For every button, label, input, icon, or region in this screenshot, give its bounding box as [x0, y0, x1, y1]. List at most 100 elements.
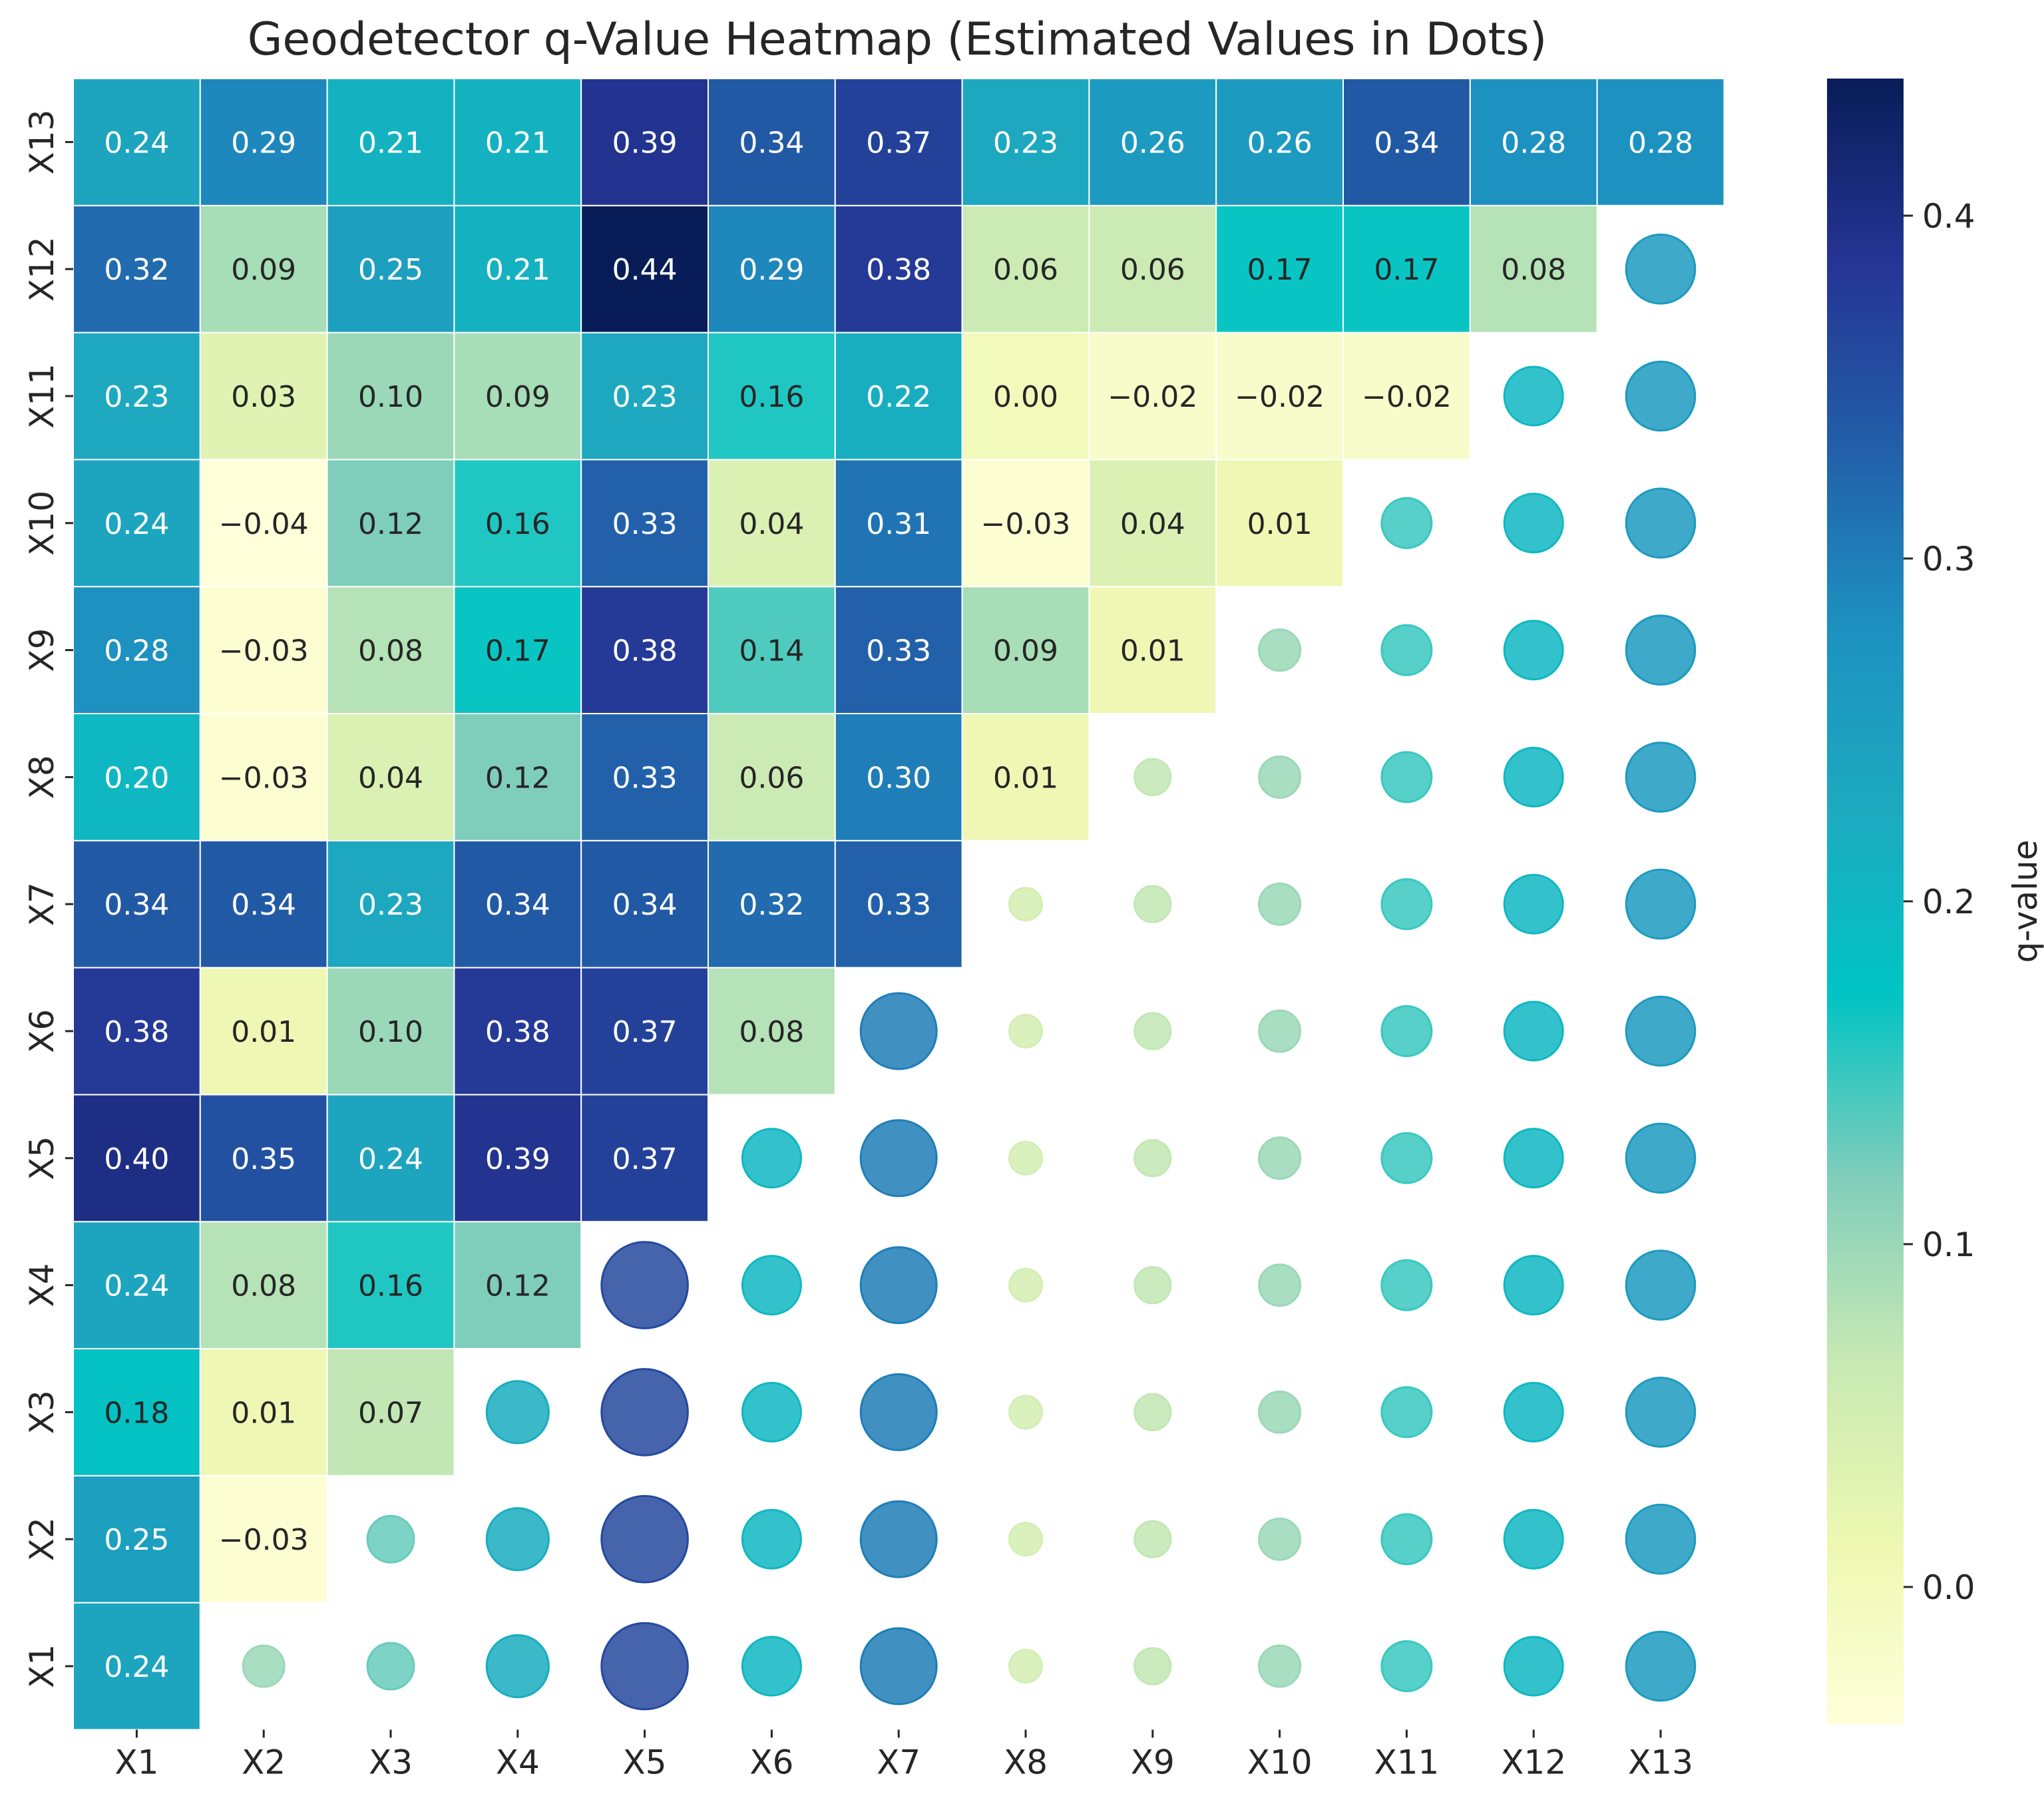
heatmap-cells: 0.24 0.25 −0.03 0.18 0.01 0.07 0.24 0.08 0.16 0.1… [73, 78, 1725, 1731]
cell-value-label: 0.23 [612, 380, 678, 414]
colorbar-tick-label: 0.4 [1922, 197, 1975, 236]
cell-value-label: 0.37 [612, 1015, 678, 1049]
estimate-dot [1625, 614, 1697, 686]
cell-value-label: 0.38 [612, 634, 678, 668]
cell-value-label: 0.08 [231, 1269, 296, 1303]
heatmap-cell [73, 713, 201, 841]
y-tick-label: X10 [23, 491, 61, 556]
estimate-dot [600, 1622, 689, 1711]
cell-value-label: 0.06 [1120, 253, 1185, 287]
estimate-dot [1503, 1508, 1564, 1570]
heatmap-cell [199, 586, 328, 715]
estimate-dot [1503, 1381, 1564, 1443]
estimate-dot [1380, 1005, 1433, 1057]
estimate-dot [741, 1508, 802, 1570]
y-tick-label: X1 [23, 1644, 61, 1688]
estimate-dot [1503, 746, 1564, 807]
estimate-dot [1625, 1503, 1697, 1575]
estimate-dot [1133, 1266, 1172, 1305]
cell-value-label: 0.30 [866, 761, 931, 795]
cell-value-label: 0.25 [104, 1523, 169, 1557]
estimate-dot [859, 1119, 938, 1198]
cell-value-label: 0.17 [1374, 253, 1439, 287]
cell-value-label: 0.24 [104, 1650, 169, 1684]
heatmap-cell [326, 78, 455, 206]
heatmap-cell [199, 1221, 328, 1349]
cell-value-label: −0.03 [981, 507, 1071, 541]
cell-value-label: −0.02 [1362, 380, 1452, 414]
heatmap-cell [1469, 78, 1598, 206]
cell-value-label: 0.08 [358, 634, 423, 668]
cell-value-label: 0.28 [104, 634, 169, 668]
cell-value-label: 0.39 [485, 1142, 550, 1176]
cell-value-label: 0.21 [485, 126, 550, 160]
colorbar: 0.0 0.1 0.2 0.3 0.4 q-value [1827, 79, 2044, 1724]
estimate-dot [741, 1636, 802, 1697]
cell-value-label: 0.01 [231, 1396, 296, 1430]
heatmap-cell [453, 1221, 582, 1349]
estimate-dot [1380, 497, 1433, 549]
heatmap-cell [453, 332, 582, 461]
cell-value-label: 0.09 [231, 253, 296, 287]
estimate-dot [600, 1368, 689, 1457]
heatmap-cell [73, 967, 201, 1096]
cell-value-label: 0.12 [485, 1269, 550, 1303]
cell-value-label: 0.06 [993, 253, 1058, 287]
y-tick-label: X3 [23, 1390, 61, 1434]
cell-value-label: 0.34 [1374, 126, 1439, 160]
cell-value-label: 0.29 [231, 126, 296, 160]
heatmap-cell [326, 1221, 455, 1349]
estimate-dot [1503, 1636, 1564, 1697]
estimate-dot [1258, 1390, 1302, 1434]
cell-value-label: 0.40 [104, 1142, 169, 1176]
cell-value-label: 0.33 [866, 634, 931, 668]
estimate-dot [1625, 1249, 1697, 1321]
estimate-dot [1380, 1640, 1433, 1692]
cell-value-label: 0.21 [485, 253, 550, 287]
estimate-dot [741, 1255, 802, 1316]
cell-value-label: 0.10 [358, 1015, 423, 1049]
x-tick-label: X11 [1374, 1743, 1439, 1781]
heatmap-cell [199, 839, 328, 969]
cell-value-label: 0.21 [358, 126, 423, 160]
heatmap-cell [580, 459, 710, 588]
estimate-dot [1133, 1647, 1172, 1685]
heatmap-cell [1342, 204, 1471, 334]
y-tick-label: X8 [23, 755, 61, 799]
estimate-dot [600, 1241, 689, 1329]
y-tick-label: X7 [23, 882, 61, 926]
cell-value-label: 0.34 [739, 126, 804, 160]
estimate-dot [1625, 742, 1697, 813]
heatmap-cell [961, 459, 1090, 588]
heatmap-cell [1342, 332, 1471, 461]
estimate-dot [859, 1627, 938, 1705]
heatmap-cell [73, 78, 201, 206]
heatmap-cell [326, 1348, 455, 1476]
estimate-dot [1008, 887, 1043, 922]
cell-value-label: 0.14 [739, 634, 804, 668]
cell-value-label: 0.38 [866, 253, 931, 287]
y-tick-label: X6 [23, 1009, 61, 1053]
heatmap-cell [708, 967, 836, 1096]
estimate-dot [1133, 1393, 1172, 1431]
heatmap-cell [326, 332, 455, 461]
estimate-dot [600, 1494, 689, 1584]
cell-value-label: 0.18 [104, 1396, 169, 1430]
cell-value-label: 0.25 [358, 253, 423, 287]
cell-value-label: 0.34 [612, 888, 678, 922]
estimate-dot [485, 1634, 550, 1699]
heatmap-cell [73, 1094, 201, 1223]
cell-value-label: 0.33 [612, 761, 678, 795]
cell-value-label: 0.28 [1501, 126, 1566, 160]
cell-value-label: 0.04 [358, 761, 423, 795]
x-tick-label: X12 [1501, 1743, 1566, 1781]
heatmap-cell [708, 332, 836, 461]
y-tick-label: X2 [23, 1517, 61, 1561]
heatmap-cell [1469, 204, 1598, 334]
cell-value-label: 0.38 [485, 1015, 550, 1049]
y-tick-label: X4 [23, 1263, 61, 1307]
cell-value-label: 0.06 [739, 761, 804, 795]
heatmap-cell [1596, 78, 1725, 206]
cell-value-label: 0.38 [104, 1015, 169, 1049]
heatmap-cell [199, 713, 328, 841]
